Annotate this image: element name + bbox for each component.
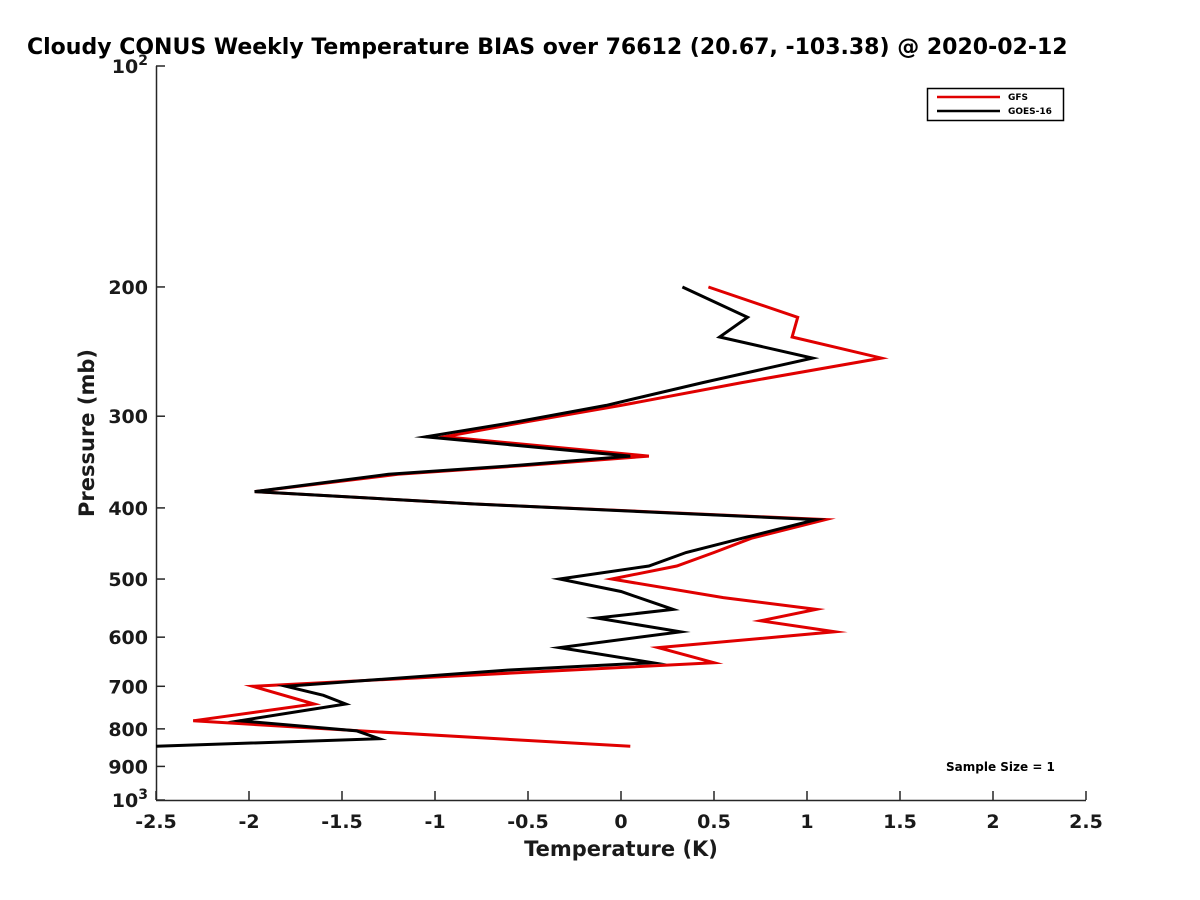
x-tick-label: 1.5 <box>883 811 917 833</box>
y-tick-label: 400 <box>108 498 148 520</box>
y-tick-label: 500 <box>108 569 148 591</box>
sample-size-annotation: Sample Size = 1 <box>946 760 1055 774</box>
legend: GFS GOES-16 <box>926 87 1065 122</box>
x-tick-label: -1.5 <box>321 811 363 833</box>
x-tick-label: 0 <box>614 811 627 833</box>
axes <box>155 66 1086 802</box>
y-tick-label: 700 <box>108 676 148 698</box>
y-tick-base: 10 <box>112 790 138 812</box>
y-tick-exponent: 3 <box>138 787 148 803</box>
series-line-goes16 <box>155 285 827 748</box>
y-tick-base: 10 <box>112 56 138 78</box>
x-tick-label: 1 <box>800 811 813 833</box>
y-tick-label: 600 <box>108 627 148 649</box>
x-tick-label: -2.5 <box>135 811 177 833</box>
legend-label-goes16: GOES-16 <box>1008 107 1052 117</box>
x-tick-label: 0.5 <box>697 811 731 833</box>
y-tick-exponent: 2 <box>138 53 148 69</box>
legend-label-gfs: GFS <box>1008 93 1028 103</box>
x-tick-label: -0.5 <box>507 811 549 833</box>
x-ticks: -2.5 -2 -1.5 -1 -0.5 0 0.5 1 1.5 2 2.5 <box>135 791 1103 833</box>
x-tick-label: -1 <box>424 811 445 833</box>
y-tick-label: 200 <box>108 277 148 299</box>
x-axis-label: Temperature (K) <box>524 837 718 861</box>
x-tick-label: 2 <box>986 811 999 833</box>
chart-title: Cloudy CONUS Weekly Temperature BIAS ove… <box>27 35 1068 60</box>
x-tick-label: 2.5 <box>1069 811 1103 833</box>
y-tick-label: 103 <box>112 787 148 812</box>
y-axis-label: Pressure (mb) <box>75 349 99 517</box>
series-group <box>155 285 889 748</box>
x-tick-label: -2 <box>238 811 259 833</box>
y-tick-label: 102 <box>112 53 148 78</box>
y-tick-label: 800 <box>108 719 148 741</box>
legend-box <box>926 87 1065 122</box>
y-tick-label: 300 <box>108 406 148 428</box>
series-line-gfs <box>192 285 889 748</box>
y-tick-label: 900 <box>108 756 148 778</box>
